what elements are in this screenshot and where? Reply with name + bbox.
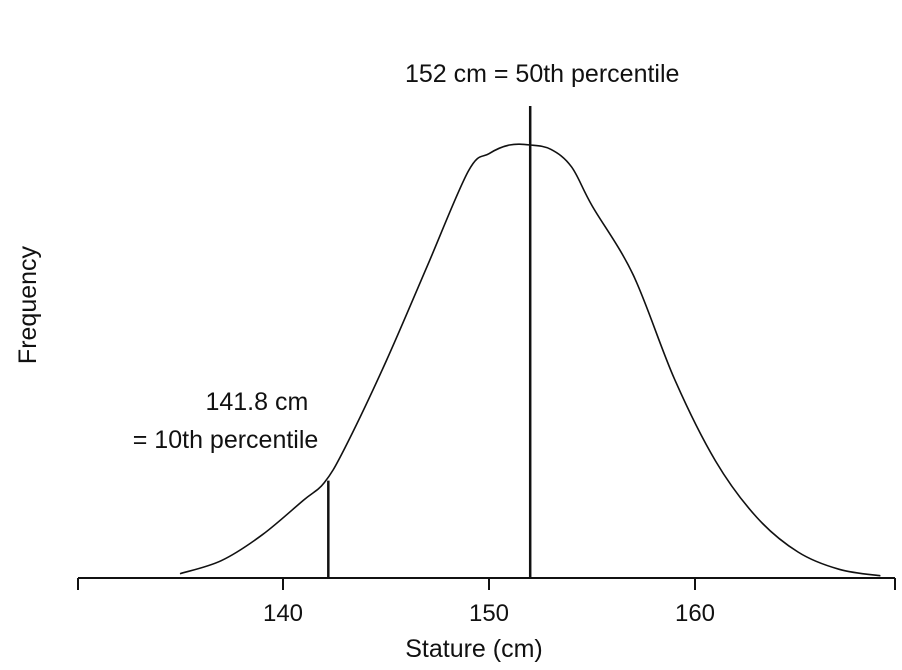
frequency-curve <box>179 143 881 577</box>
percentile-markers: 152 cm = 50th percentile 141.8 cm = 10th p… <box>133 60 679 578</box>
x-tick-label: 140 <box>263 600 303 627</box>
x-tick-group: 140 150 160 <box>77 578 896 627</box>
percentile-annotation: = 10th percentile <box>133 426 319 454</box>
percentile-annotation: 152 cm = 50th percentile <box>405 60 679 88</box>
percentile-annotation: 141.8 cm <box>205 388 308 416</box>
x-tick-label: 150 <box>469 600 509 627</box>
x-tick-label: 160 <box>675 600 715 627</box>
x-axis-title: Stature (cm) <box>405 635 543 663</box>
y-axis-title: Frequency <box>14 245 42 364</box>
